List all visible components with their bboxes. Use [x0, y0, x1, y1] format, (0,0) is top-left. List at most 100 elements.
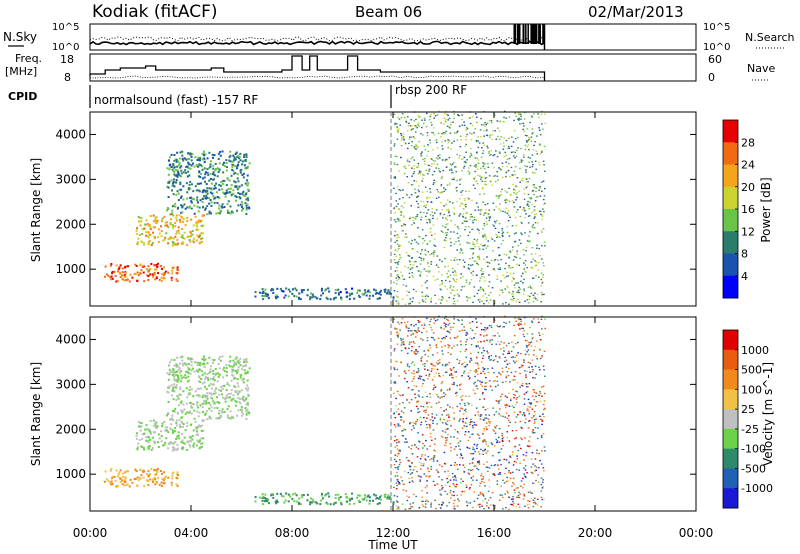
velocity-cell [401, 503, 404, 505]
power-cell [403, 223, 405, 225]
power-cell [243, 153, 246, 156]
power-cell [402, 206, 405, 209]
power-cell [480, 117, 482, 120]
power-cell [188, 163, 191, 166]
velocity-cell [432, 337, 434, 339]
velocity-cell [534, 458, 537, 460]
velocity-cell [403, 428, 405, 430]
power-cell [516, 253, 519, 255]
power-cell [519, 288, 522, 290]
velocity-cell [450, 497, 452, 499]
power-cell [463, 121, 465, 123]
power-cell [455, 171, 458, 173]
power-cell [532, 149, 535, 151]
power-cell [199, 182, 202, 185]
velocity-cell [453, 322, 455, 325]
velocity-cell [180, 377, 183, 380]
velocity-cell [187, 357, 190, 360]
power-cell [503, 253, 506, 256]
noise-panel: N.Sky 10^5 10^0 10^5 10^0 N.Search [3, 22, 795, 53]
velocity-cell [451, 368, 454, 370]
power-cell [488, 120, 491, 122]
velocity-cell [392, 501, 395, 504]
velocity-cell [208, 415, 211, 418]
power-cell [543, 195, 546, 197]
power-cell [511, 200, 514, 202]
velocity-cell [234, 390, 237, 393]
power-cell [539, 152, 542, 155]
power-cell [396, 279, 398, 282]
velocity-cell [124, 477, 127, 480]
velocity-cell [170, 370, 173, 373]
power-cell [455, 281, 457, 283]
power-cell [520, 118, 522, 120]
power-cell [433, 117, 435, 119]
power-cell [433, 212, 436, 214]
power-cell [489, 154, 491, 156]
velocity-cell [172, 471, 175, 474]
power-cell [214, 187, 217, 190]
power-cell [174, 174, 177, 177]
velocity-cell [422, 463, 425, 465]
power-cell [482, 186, 484, 189]
velocity-cell [388, 497, 391, 500]
power-cell [501, 289, 503, 291]
velocity-cell [448, 485, 451, 488]
velocity-cell [471, 425, 474, 427]
velocity-cell [483, 481, 486, 483]
power-cell [274, 295, 277, 298]
power-cell [180, 195, 183, 198]
velocity-cell [525, 454, 527, 457]
velocity-cell [542, 433, 545, 435]
power-cell [432, 132, 434, 134]
velocity-cell [166, 390, 169, 393]
power-cell [465, 129, 467, 131]
velocity-cell [480, 329, 483, 331]
velocity-cell [216, 406, 219, 409]
power-cell [358, 289, 361, 292]
velocity-cell [467, 375, 470, 377]
power-cell [406, 294, 409, 297]
power-cell [444, 285, 447, 288]
velocity-cell [372, 499, 375, 502]
velocity-cell [410, 389, 413, 391]
velocity-cell [242, 381, 245, 384]
power-cell [518, 118, 520, 120]
power-cell [211, 156, 214, 159]
velocity-cell [475, 465, 477, 467]
power-cell [415, 118, 417, 121]
power-cell [402, 216, 405, 218]
power-cell [432, 253, 435, 255]
power-cell [532, 294, 535, 296]
velocity-cell [446, 424, 449, 426]
power-cell [502, 291, 504, 294]
velocity-cell [199, 424, 202, 427]
power-cell [534, 260, 536, 262]
velocity-cell [246, 408, 249, 411]
velocity-cell [485, 426, 488, 428]
power-cell [353, 297, 356, 300]
velocity-cell [309, 503, 312, 506]
power-cell [498, 236, 501, 238]
velocity-cell [222, 396, 225, 399]
velocity-cell [178, 393, 181, 396]
velocity-cell [212, 376, 215, 379]
power-cell [116, 279, 119, 282]
power-cell [476, 168, 479, 171]
velocity-cell [194, 420, 197, 423]
power-cell [442, 231, 444, 233]
velocity-cell [483, 340, 485, 342]
velocity-cell [541, 487, 544, 489]
velocity-cell [147, 483, 150, 486]
velocity-cell [169, 371, 172, 374]
velocity-cell [203, 359, 206, 362]
velocity-cell [440, 494, 443, 496]
power-cell [398, 303, 400, 305]
velocity-cell [518, 496, 521, 499]
velocity-cell [477, 379, 479, 382]
velocity-cell [148, 428, 151, 431]
velocity-cell [198, 447, 201, 450]
power-cell [499, 289, 502, 291]
velocity-cell [276, 500, 279, 503]
velocity-cell [402, 338, 405, 340]
